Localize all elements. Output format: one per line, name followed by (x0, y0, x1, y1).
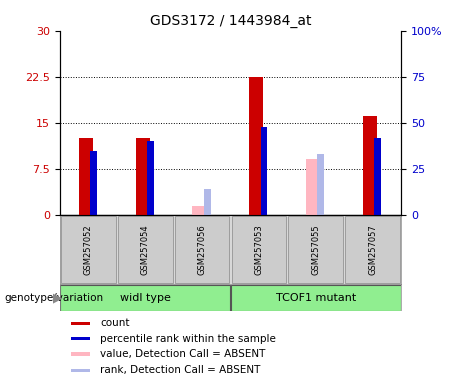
Bar (204, 189, 211, 215)
Text: TCOF1 mutant: TCOF1 mutant (276, 293, 356, 303)
Text: GSM257054: GSM257054 (141, 224, 150, 275)
Bar (79, 138, 93, 215)
Bar (374, 137, 381, 215)
FancyBboxPatch shape (175, 217, 230, 283)
Text: genotype/variation: genotype/variation (5, 293, 104, 303)
Text: percentile rank within the sample: percentile rank within the sample (100, 334, 276, 344)
FancyBboxPatch shape (231, 285, 401, 311)
FancyBboxPatch shape (118, 217, 172, 283)
Bar (71, 322, 90, 325)
Bar (71, 369, 90, 372)
FancyBboxPatch shape (61, 217, 116, 283)
Bar (318, 154, 324, 215)
Text: GSM257056: GSM257056 (198, 224, 207, 275)
FancyBboxPatch shape (231, 217, 286, 283)
Bar (136, 138, 150, 215)
Text: rank, Detection Call = ABSENT: rank, Detection Call = ABSENT (100, 366, 260, 376)
Bar (71, 352, 90, 356)
Text: ▶: ▶ (53, 291, 63, 304)
Bar (363, 116, 377, 215)
Bar (71, 337, 90, 340)
FancyBboxPatch shape (60, 285, 230, 311)
Text: count: count (100, 318, 130, 328)
Bar (306, 159, 320, 215)
Text: value, Detection Call = ABSENT: value, Detection Call = ABSENT (100, 349, 266, 359)
Text: GSM257053: GSM257053 (254, 224, 263, 275)
Text: GSM257055: GSM257055 (311, 224, 320, 275)
Text: widl type: widl type (120, 293, 171, 303)
Text: GSM257057: GSM257057 (368, 224, 377, 275)
Title: GDS3172 / 1443984_at: GDS3172 / 1443984_at (150, 14, 311, 28)
FancyBboxPatch shape (345, 217, 400, 283)
Bar (260, 127, 267, 215)
Bar (147, 141, 154, 215)
FancyBboxPatch shape (289, 217, 343, 283)
Text: GSM257052: GSM257052 (84, 224, 93, 275)
Bar (90, 151, 97, 215)
Bar (249, 77, 264, 215)
Bar (192, 206, 207, 215)
